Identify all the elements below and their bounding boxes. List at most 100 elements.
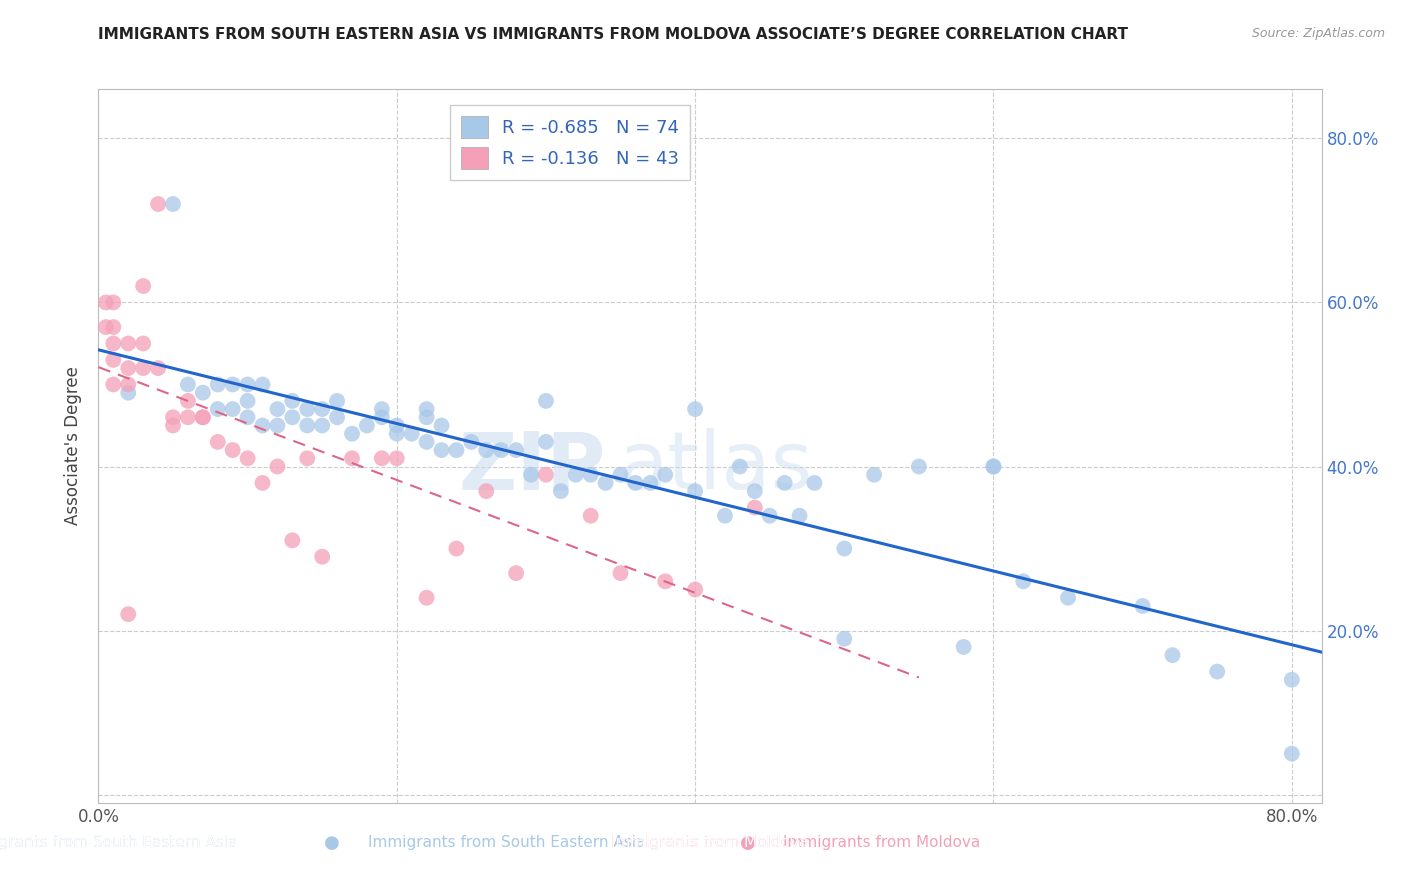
Point [297,451,319,466]
Text: Immigrants from Moldova: Immigrants from Moldova [612,836,808,850]
Point [236,393,259,408]
Point [460,434,482,449]
Point [146,361,169,376]
Point [415,410,437,425]
Point [744,484,766,499]
Point [132,336,155,351]
Point [640,475,662,490]
Point [252,475,274,490]
Point [371,410,394,425]
Point [191,385,214,400]
Point [415,402,437,417]
Point [908,459,931,474]
Point [1057,591,1080,605]
Point [983,459,1005,474]
Point [117,377,139,392]
Text: IMMIGRANTS FROM SOUTH EASTERN ASIA VS IMMIGRANTS FROM MOLDOVA ASSOCIATE’S DEGREE: IMMIGRANTS FROM SOUTH EASTERN ASIA VS IM… [98,27,1129,42]
Point [803,475,825,490]
Point [326,410,349,425]
Point [162,418,184,433]
Point [832,541,855,556]
Point [311,402,333,417]
Point [340,426,363,441]
Point [117,336,139,351]
Point [340,451,363,466]
Point [773,475,796,490]
Point [385,451,408,466]
Point [595,475,617,490]
Point [191,410,214,425]
Point [430,443,453,458]
Point [177,410,200,425]
Point [624,475,647,490]
Point [1161,648,1184,662]
Text: Source: ZipAtlas.com: Source: ZipAtlas.com [1251,27,1385,40]
Point [446,541,468,556]
Legend: R = -0.685   N = 74, R = -0.136   N = 43: R = -0.685 N = 74, R = -0.136 N = 43 [450,105,690,180]
Point [311,549,333,564]
Text: Immigrants from South Eastern Asia: Immigrants from South Eastern Asia [0,836,238,850]
Point [371,402,394,417]
Point [221,443,243,458]
Point [505,566,527,581]
Point [326,393,349,408]
Point [207,402,229,417]
Point [103,336,125,351]
Point [565,467,588,482]
Point [475,443,498,458]
Point [356,418,378,433]
Point [609,467,631,482]
Point [146,197,169,211]
Point [117,361,139,376]
Point [266,402,288,417]
Point [609,566,631,581]
Point [297,402,319,417]
Point [236,410,259,425]
Point [683,582,706,597]
Point [191,410,214,425]
Point [252,418,274,433]
Point [117,385,139,400]
Point [1012,574,1035,589]
Point [863,467,886,482]
Point [103,352,125,367]
Point [1206,665,1229,679]
Point [415,591,437,605]
Point [281,393,304,408]
Point [177,393,200,408]
Text: Immigrants from Moldova: Immigrants from Moldova [783,836,980,850]
Point [446,443,468,458]
Point [207,377,229,392]
Point [789,508,811,523]
Point [714,508,737,523]
Point [983,459,1005,474]
Point [1132,599,1154,613]
Point [103,377,125,392]
Point [266,459,288,474]
Point [221,377,243,392]
Point [952,640,974,654]
Point [683,484,706,499]
Point [654,467,676,482]
Point [520,467,543,482]
Point [654,574,676,589]
Point [534,467,557,482]
Point [430,418,453,433]
Point [758,508,780,523]
Point [385,426,408,441]
Point [221,402,243,417]
Point [505,443,527,458]
Point [117,607,139,622]
Point [683,402,706,417]
Point [415,434,437,449]
Point [371,451,394,466]
Point [579,467,602,482]
Point [1281,673,1303,687]
Point [132,361,155,376]
Point [266,418,288,433]
Text: Immigrants from South Eastern Asia: Immigrants from South Eastern Asia [0,836,238,850]
Point [550,484,572,499]
Point [236,451,259,466]
Point [281,533,304,548]
Point [94,295,117,310]
